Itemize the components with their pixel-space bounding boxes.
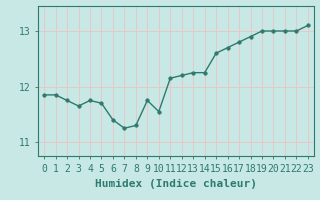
X-axis label: Humidex (Indice chaleur): Humidex (Indice chaleur) [95,179,257,189]
